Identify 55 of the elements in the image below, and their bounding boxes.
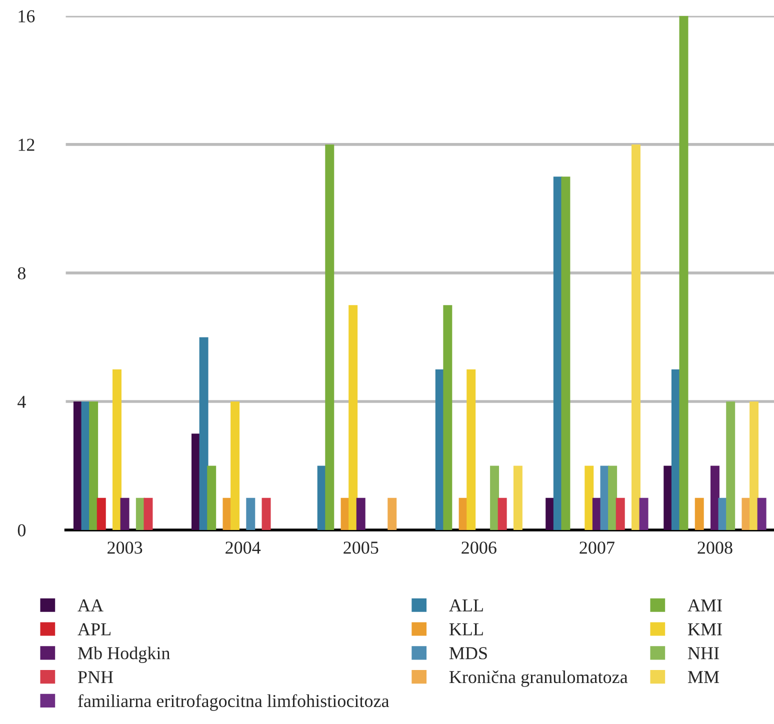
bar [490,466,500,530]
bar [443,305,452,530]
y-tick-label: 0 [18,524,26,536]
bar [584,466,594,530]
bar [96,498,106,530]
bar [608,466,618,530]
legend-label: KMI [688,623,722,636]
legend-label: AMI [688,599,722,612]
bar [466,369,476,530]
bar [498,498,507,530]
legend-label: ALL [449,599,483,612]
x-tick-label: 2006 [462,542,496,554]
legend-label: PNH [78,671,114,684]
x-tick-label: 2005 [344,542,378,554]
x-tick-label: 2007 [580,542,614,554]
legend-label: familiarna eritrofagocitna limfohistiocitoza [78,694,390,711]
y-tick-label: 4 [18,396,26,408]
bar [750,401,759,530]
bar [710,466,720,530]
bar [513,466,522,530]
bar [207,466,216,530]
bar [262,498,271,530]
y-tick-label: 16 [18,10,35,22]
legend-label: MM [688,671,720,684]
bar [120,498,130,530]
bar [325,144,334,530]
bar [561,176,570,530]
legend-label: MDS [449,647,487,660]
legend-label: AA [78,599,104,612]
x-tick-label: 2003 [108,542,142,554]
bar [694,498,704,530]
bar [230,401,240,530]
y-tick-label: 8 [18,267,26,280]
x-tick-label: 2004 [226,542,261,554]
bar [246,498,256,530]
legend-label: KLL [449,623,483,636]
bar [356,498,366,530]
legend-label: APL [78,623,110,636]
bar [679,16,688,530]
y-tick-label: 12 [18,138,34,151]
bar [112,369,122,530]
bar [144,498,153,530]
bar [632,144,640,530]
bar [388,498,397,530]
bar [726,401,736,530]
bar [89,401,98,530]
bar [348,305,358,530]
legend-label: Kronična granulomatoza [449,670,628,687]
bar [639,498,648,530]
legend-label: NHI [688,647,719,660]
bar [616,498,625,530]
bar [757,498,766,530]
x-tick-label: 2008 [698,542,732,554]
legend-label: Mb Hodgkin [78,646,170,664]
bar [199,337,208,530]
